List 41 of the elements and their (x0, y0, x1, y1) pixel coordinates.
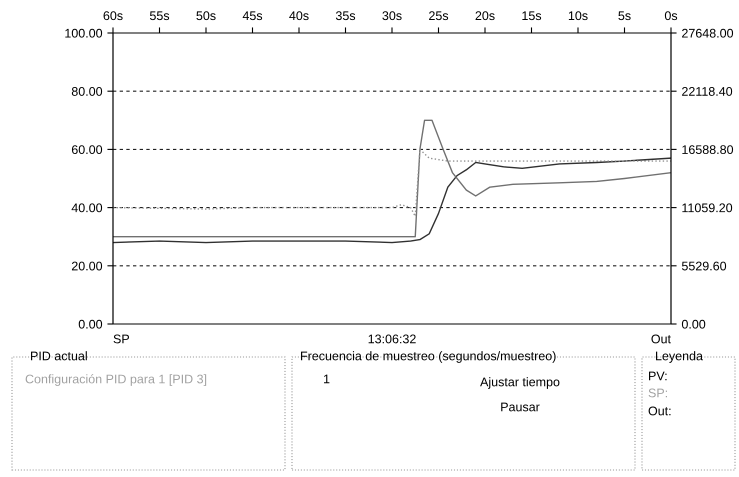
y2-tick-label: 0.00 (682, 320, 706, 329)
x-tick-label: 5s (618, 11, 631, 20)
y2-tick-label: 27648.00 (682, 28, 734, 38)
y-tick-label: 60.00 (72, 145, 102, 154)
x-tick-label: 30s (382, 11, 402, 20)
text: Frecuencia de muestreo (segundos/muestreo) (301, 351, 556, 363)
line-series (113, 157, 671, 244)
text: PID actual (31, 351, 87, 360)
text: SP (114, 334, 130, 344)
y2-tick-label: 5529.60 (682, 262, 726, 270)
x-tick-label: 60s (104, 11, 123, 20)
x-tick-label: 50s (196, 11, 216, 20)
x-tick-label: 55s (150, 11, 170, 20)
text: 1 (324, 374, 330, 384)
y2-tick-label: 16588.80 (682, 145, 734, 154)
text: Leyenda (656, 351, 703, 363)
y2-tick-label: 11059.20 (682, 203, 732, 212)
y-tick-label: 0.00 (78, 320, 102, 329)
x-tick-label: 15s (522, 11, 542, 20)
text: Pausar (501, 402, 540, 412)
text: Ajustar tiempo (480, 377, 560, 389)
y-tick-label: 100.00 (65, 28, 102, 38)
y-tick-label: 40.00 (72, 203, 102, 212)
text: PV: (649, 372, 667, 380)
y-tick-label: 80.00 (72, 87, 102, 96)
y-tick-label: 20.00 (72, 262, 102, 270)
text: 13:06:32 (368, 334, 416, 344)
x-tick-label: 25s (429, 11, 448, 20)
x-tick-label: 45s (242, 11, 262, 20)
x-tick-label: 10s (568, 11, 588, 20)
text: Out (651, 334, 671, 344)
x-tick-label: 20s (476, 11, 495, 20)
line-series (113, 148, 671, 218)
x-tick-label: 35s (336, 11, 356, 20)
line-series (113, 120, 671, 238)
y2-tick-label: 22118.40 (682, 87, 732, 96)
text: Out: (648, 406, 670, 416)
x-tick-label: 0s (664, 11, 678, 20)
x-tick-label: 40s (289, 11, 309, 20)
text: Configuración PID para 1 [PID 3] (26, 374, 206, 386)
text: SP: (648, 388, 668, 398)
